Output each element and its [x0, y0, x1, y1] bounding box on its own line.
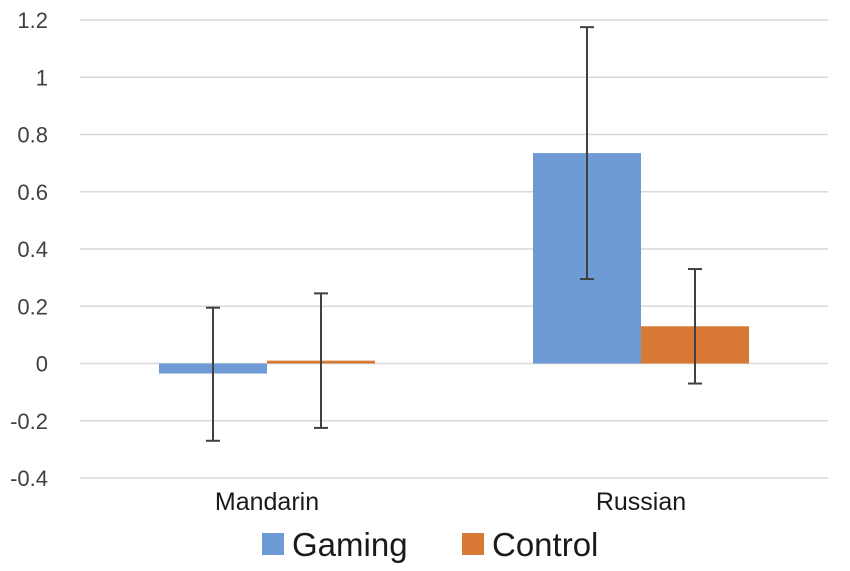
- y-tick-label: -0.4: [10, 466, 48, 491]
- y-tick-label: 0: [36, 352, 48, 377]
- y-axis: -0.4 -0.2 0 0.2 0.4 0.6 0.8 1 1.2: [10, 8, 48, 491]
- x-category-label: Russian: [596, 488, 686, 516]
- legend-label-control: Control: [492, 526, 598, 563]
- legend-swatch-gaming: [262, 533, 284, 555]
- x-axis: Mandarin Russian: [215, 488, 686, 516]
- y-tick-label: -0.2: [10, 409, 48, 434]
- gridlines: [80, 19, 828, 479]
- legend: Gaming Control: [262, 526, 598, 563]
- error-bars: [206, 26, 702, 442]
- y-tick-label: 1: [36, 65, 48, 90]
- y-tick-label: 0.6: [17, 180, 48, 205]
- y-tick-label: 1.2: [17, 8, 48, 33]
- y-tick-label: 0.2: [17, 294, 48, 319]
- legend-swatch-control: [462, 533, 484, 555]
- y-tick-label: 0.8: [17, 123, 48, 148]
- legend-label-gaming: Gaming: [292, 526, 408, 563]
- bars: [159, 153, 749, 374]
- y-tick-label: 0.4: [17, 237, 48, 262]
- x-category-label: Mandarin: [215, 488, 319, 516]
